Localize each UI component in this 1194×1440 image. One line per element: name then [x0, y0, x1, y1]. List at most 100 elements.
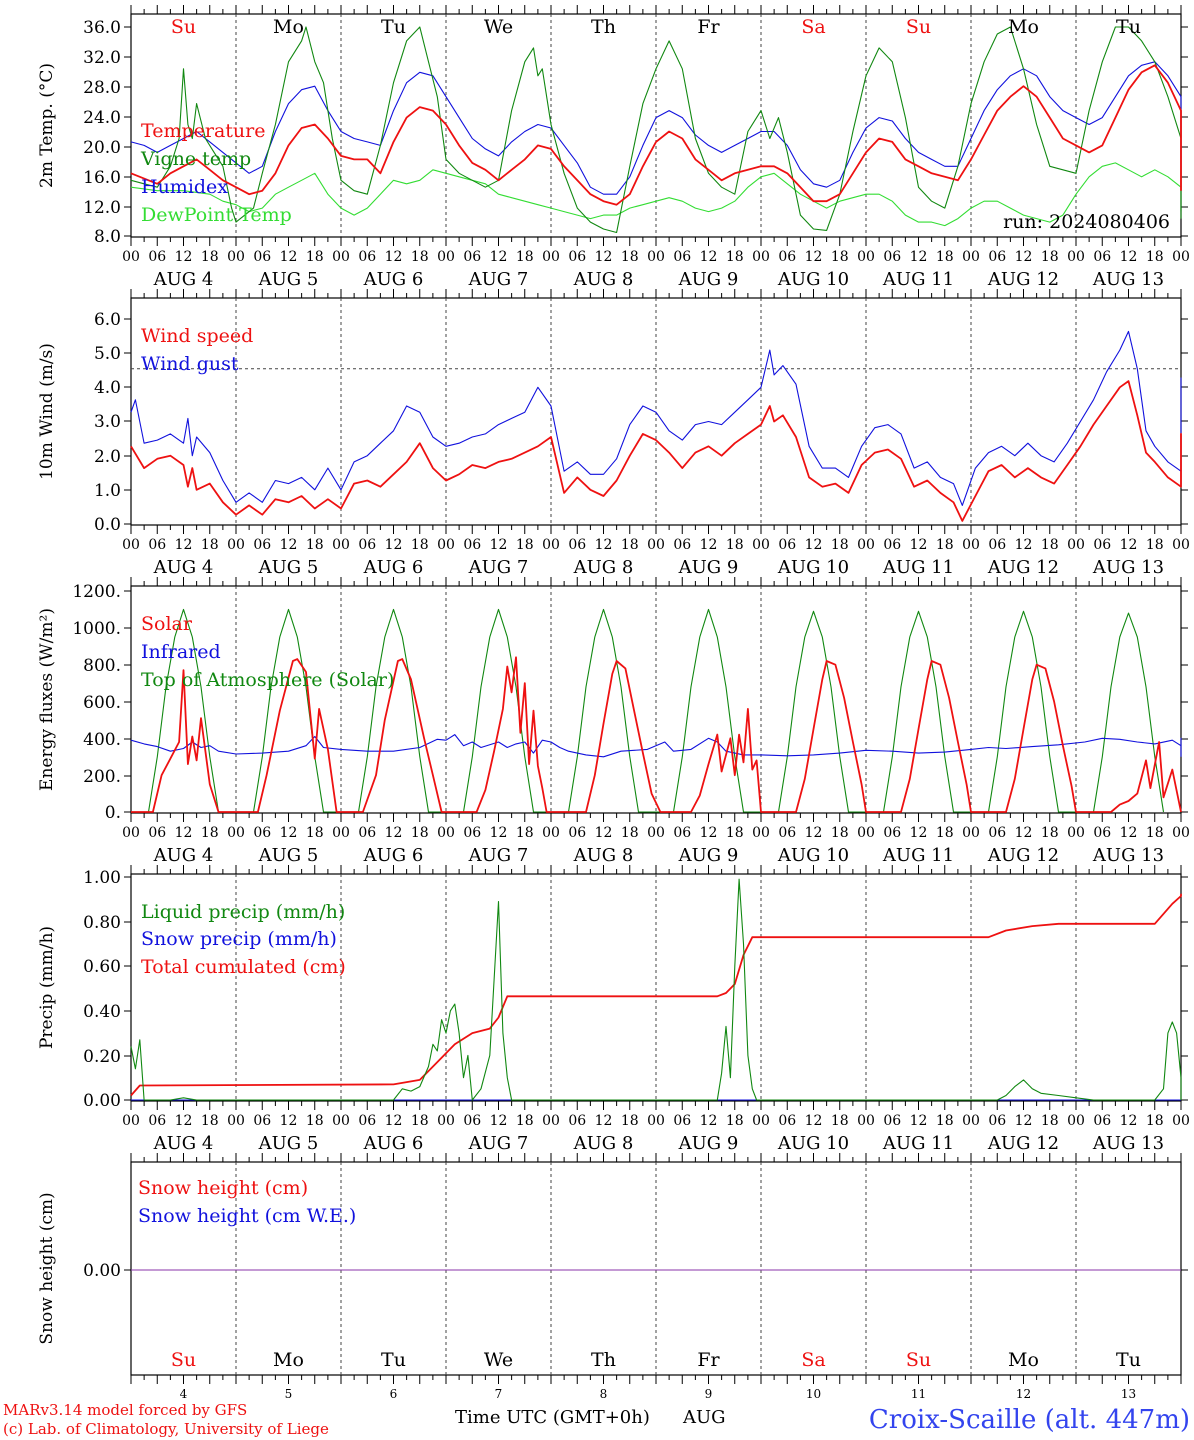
hour-label: 18: [831, 537, 849, 553]
y-tick-label: 0.20: [83, 1047, 121, 1067]
hour-label: 18: [516, 249, 534, 265]
hour-label: 00: [1172, 1113, 1190, 1129]
hour-label: 00: [857, 825, 875, 841]
y-tick-label: 28.0: [83, 78, 121, 98]
hour-label: 00: [1172, 249, 1190, 265]
day-number: 4: [180, 1387, 188, 1401]
hour-label: 18: [831, 825, 849, 841]
hour-label: 06: [1093, 537, 1111, 553]
date-label: AUG 4: [153, 557, 214, 578]
hour-label: 00: [332, 249, 350, 265]
hour-label: 12: [1015, 825, 1033, 841]
date-label: AUG 11: [882, 1133, 954, 1154]
hour-label: 12: [385, 1113, 403, 1129]
date-label: AUG 4: [153, 269, 214, 290]
hour-label: 06: [673, 537, 691, 553]
hour-label: 00: [542, 1113, 560, 1129]
date-label: AUG 10: [777, 1133, 849, 1154]
day-of-week-labels: Su Su Mo Mo Tu Tu We We Th Th Fr Fr Sa Sa Su Su Mo Mo Tu Tu: [171, 16, 1141, 1371]
hour-label: 18: [831, 249, 849, 265]
series-line-vigne-temp: [130, 26, 1182, 234]
date-label: AUG 11: [882, 557, 954, 578]
hour-label: 18: [621, 1113, 639, 1129]
hour-label: 06: [358, 537, 376, 553]
hour-label: 18: [201, 249, 219, 265]
hour-label: 18: [411, 537, 429, 553]
credit-model: MARv3.14 model forced by GFS: [3, 1401, 247, 1419]
hour-label: 18: [936, 537, 954, 553]
y-tick-label: 16.0: [83, 168, 121, 188]
date-label: AUG 13: [1092, 845, 1164, 866]
hour-label: 06: [253, 537, 271, 553]
hour-label: 00: [227, 537, 245, 553]
hour-label: 00: [1067, 537, 1085, 553]
hour-label: 12: [280, 537, 298, 553]
hour-label: 06: [253, 825, 271, 841]
time-axis-label: Time UTC (GMT+0h): [455, 1407, 650, 1428]
hour-label: 00: [122, 825, 140, 841]
date-label: AUG 5: [258, 845, 319, 866]
hour-label: 06: [568, 1113, 586, 1129]
day-number: 10: [806, 1387, 821, 1401]
hour-label: 12: [385, 249, 403, 265]
date-label: AUG 4: [153, 1133, 214, 1154]
day-of-week: Tu: [381, 1349, 406, 1371]
day-number: 12: [1016, 1387, 1031, 1401]
hour-label: 18: [621, 825, 639, 841]
hour-label: 00: [647, 249, 665, 265]
legend-entry: Top of Atmosphere (Solar): [141, 669, 394, 691]
hour-label: 18: [306, 249, 324, 265]
y-axis-label: Energy fluxes (W/m²): [37, 608, 57, 791]
legend-entry: Wind speed: [141, 325, 253, 347]
legend-entry: DewPoint Temp: [141, 204, 292, 226]
hour-label: 06: [1093, 249, 1111, 265]
legend-entry: Liquid precip (mm/h): [141, 901, 345, 923]
hour-label: 12: [700, 825, 718, 841]
day-of-week: We: [484, 1349, 513, 1371]
hour-label: 18: [411, 1113, 429, 1129]
hour-label: 18: [411, 825, 429, 841]
date-label: AUG 11: [882, 269, 954, 290]
hour-label: 00: [437, 825, 455, 841]
y-tick-label: 2.0: [94, 447, 121, 467]
hour-label: 00: [1172, 537, 1190, 553]
hour-label: 06: [148, 1113, 166, 1129]
day-of-week: Tu: [1116, 16, 1141, 38]
date-label: AUG 13: [1092, 269, 1164, 290]
y-tick-label: 6.0: [94, 310, 121, 330]
date-label: AUG 6: [363, 269, 424, 290]
day-of-week: Mo: [273, 16, 304, 38]
y-axis-label: Precip (mm/h): [37, 926, 57, 1049]
hour-label: 12: [280, 1113, 298, 1129]
date-label: AUG 8: [573, 845, 634, 866]
hour-label: 00: [332, 1113, 350, 1129]
day-of-week: Su: [906, 1349, 931, 1371]
y-tick-label: 600.: [83, 693, 121, 713]
hour-label: 12: [175, 249, 193, 265]
day-of-week: We: [484, 16, 513, 38]
hour-label: 06: [1093, 825, 1111, 841]
legend-entry: Solar: [141, 613, 193, 635]
hour-label: 00: [752, 1113, 770, 1129]
y-tick-label: 800.: [83, 656, 121, 676]
date-label: AUG 5: [258, 557, 319, 578]
hour-label: 12: [700, 249, 718, 265]
y-tick-label: 36.0: [83, 18, 121, 38]
hour-label: 18: [1146, 537, 1164, 553]
hour-label: 12: [1120, 825, 1138, 841]
day-number: 6: [390, 1387, 398, 1401]
hour-label: 06: [463, 1113, 481, 1129]
date-label: AUG 4: [153, 845, 214, 866]
series-line-infrared: [130, 734, 1182, 758]
day-of-week: Mo: [1008, 16, 1039, 38]
date-label: AUG 7: [468, 269, 529, 290]
hour-label: 12: [490, 249, 508, 265]
hour-label: 00: [752, 825, 770, 841]
hour-label: 06: [148, 537, 166, 553]
series-line-top-of-atmosphere-solar: [131, 608, 1165, 813]
day-of-week: Sa: [801, 1349, 825, 1371]
series-line-solar: [131, 656, 1182, 813]
hour-label: 12: [910, 825, 928, 841]
hour-label: 00: [1067, 249, 1085, 265]
y-tick-label: 400.: [83, 730, 121, 750]
